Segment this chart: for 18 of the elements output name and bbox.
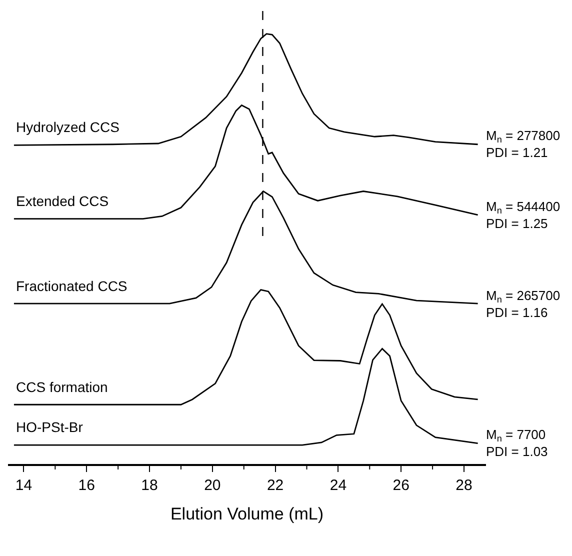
x-tick-label: 16 (78, 476, 95, 494)
series-label: CCS formation (16, 379, 108, 395)
series-label: Fractionated CCS (16, 278, 128, 294)
x-tick-label: 18 (141, 476, 158, 494)
x-tick-label: 14 (15, 476, 32, 494)
x-axis-title: Elution Volume (mL) (170, 504, 324, 524)
annotation: M$_{n}$ = 7700 PDI = 1.03 (486, 427, 548, 459)
series-label: Hydrolyzed CCS (16, 119, 120, 135)
x-tick-label: 26 (392, 476, 410, 494)
annotation: M$_{n}$ = 544400 PDI = 1.25 (486, 199, 560, 231)
series-label: HO-PSt-Br (16, 419, 84, 435)
x-tick-label: 22 (266, 476, 284, 494)
annotation: M$_{n}$ = 265700 PDI = 1.16 (486, 288, 560, 320)
x-tick-label: 20 (204, 476, 221, 494)
annotation: M$_{n}$ = 277800 PDI = 1.21 (486, 128, 560, 160)
x-tick-label: 24 (330, 476, 347, 494)
series-label: Extended CCS (16, 193, 109, 209)
x-tick-label: 28 (456, 476, 472, 494)
